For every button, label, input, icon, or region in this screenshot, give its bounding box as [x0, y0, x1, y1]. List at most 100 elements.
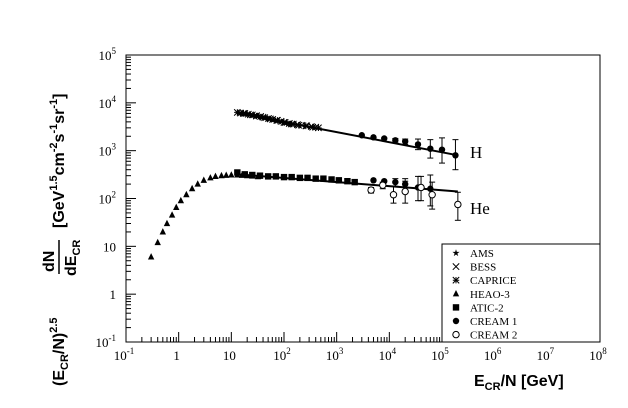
data-point-open-circle	[401, 187, 409, 196]
legend-label: ATIC-2	[470, 302, 504, 314]
legend-entry: CAPRICE	[452, 275, 517, 287]
data-point-square	[249, 171, 256, 179]
y-tick-label: 10-1	[96, 333, 117, 350]
legend-entry: AMS	[452, 248, 494, 260]
data-point-circle	[401, 138, 409, 145]
x-tick-labels: 10-1 1 10 102 103 104 105 106 107 108	[114, 346, 608, 363]
data-point-asterisk	[288, 120, 296, 128]
data-point-triangle	[173, 203, 180, 211]
data-point-circle	[438, 146, 446, 153]
data-point-open-circle	[379, 181, 387, 189]
legend-entry: CREAM 2	[452, 330, 517, 342]
data-point-asterisk	[280, 118, 288, 126]
series-heao-3	[147, 171, 262, 260]
data-point-square	[296, 174, 304, 182]
data-point-open-circle	[452, 330, 460, 339]
series-atic-2	[234, 169, 358, 186]
data-point-triangle	[177, 196, 185, 204]
data-point-circle	[370, 177, 377, 184]
data-point-triangle	[163, 219, 171, 227]
legend-entry: CREAM 1	[452, 316, 517, 328]
data-point-square	[312, 175, 319, 182]
data-point-circle	[381, 135, 388, 142]
data-point-triangle	[228, 171, 235, 178]
legend-label: BESS	[470, 262, 496, 274]
data-point-triangle	[159, 228, 167, 235]
data-point-square	[288, 173, 295, 181]
data-markers	[147, 108, 462, 260]
legend-entry: HEAO-3	[452, 289, 510, 301]
data-point-triangle	[200, 176, 207, 183]
svg-text:(ECR/N)2.5: (ECR/N)2.5	[48, 317, 71, 386]
x-tick-label: 106	[484, 346, 502, 363]
y-tick-label: 1	[110, 287, 117, 302]
y-tick-label: 103	[99, 142, 117, 159]
data-point-square	[234, 169, 241, 176]
data-point-asterisk	[295, 121, 303, 129]
data-point-square	[264, 173, 272, 180]
data-point-asterisk	[266, 115, 274, 123]
legend-label: CAPRICE	[470, 275, 517, 287]
svg-text:dECR: dECR	[63, 240, 83, 276]
data-point-triangle	[207, 174, 214, 181]
data-point-triangle	[223, 171, 230, 178]
data-point-circle	[358, 132, 365, 139]
data-point-asterisk	[233, 108, 241, 116]
legend-entry: BESS	[452, 262, 496, 274]
data-point-triangle	[183, 190, 190, 198]
x-axis-title: ECR/N [GeV]	[474, 373, 564, 393]
data-point-open-circle	[428, 191, 436, 199]
data-point-triangle	[212, 172, 219, 179]
data-point-square	[280, 173, 288, 181]
y-tick-labels: 10-1 1 10 102 103 104 105	[96, 46, 117, 350]
x-tick-label: 108	[589, 346, 607, 363]
data-point-square	[241, 171, 248, 178]
data-point-open-circle	[367, 186, 375, 194]
series-cream-2-he	[367, 175, 462, 221]
data-point-open-circle	[389, 191, 398, 199]
svg-text:dN: dN	[41, 251, 58, 272]
data-point-square	[304, 174, 311, 182]
x-tick-label: 10-1	[114, 346, 135, 363]
x-tick-label: 102	[273, 346, 291, 363]
data-point-open-circle	[417, 183, 425, 192]
data-point-square	[272, 173, 280, 180]
legend-label: CREAM 2	[470, 330, 517, 342]
series-cream-1-h	[358, 132, 459, 171]
data-point-circle	[392, 137, 399, 144]
data-point-asterisk	[252, 112, 261, 120]
y-tick-label: 10	[103, 239, 116, 254]
data-point-square	[256, 172, 264, 179]
data-point-circle	[452, 152, 459, 159]
data-point-circle	[414, 141, 422, 148]
data-point-asterisk	[309, 123, 317, 131]
x-tick-label: 103	[326, 346, 344, 363]
legend-entry: ATIC-2	[452, 302, 504, 314]
data-point-asterisk	[273, 116, 281, 124]
data-point-triangle	[168, 211, 176, 218]
data-point-square	[328, 176, 335, 183]
data-point-triangle	[154, 238, 161, 246]
y-tick-label: 105	[99, 46, 117, 63]
data-point-square	[452, 304, 460, 311]
data-point-triangle	[147, 253, 155, 260]
data-point-triangle	[218, 171, 225, 179]
y-axis-title: (ECR/N)2.5 dN dECR [GeV1.5cm-2s-1sr-1]	[41, 94, 83, 386]
x-tick-label: 107	[537, 346, 555, 363]
data-point-square	[320, 175, 327, 182]
data-point-square	[335, 177, 343, 184]
data-point-triangle	[452, 290, 460, 297]
y-tick-label: 104	[99, 94, 117, 111]
svg-text:ECR/N [GeV]: ECR/N [GeV]	[474, 373, 564, 393]
x-tick-label: 10	[223, 348, 236, 363]
data-point-circle	[427, 145, 434, 152]
legend-label: HEAO-3	[470, 289, 510, 301]
data-point-asterisk	[246, 111, 254, 119]
y-tick-label: 102	[99, 190, 117, 207]
data-point-triangle	[194, 180, 201, 187]
data-point-triangle	[188, 184, 196, 192]
data-point-square	[351, 178, 358, 186]
legend-label: CREAM 1	[470, 316, 517, 328]
